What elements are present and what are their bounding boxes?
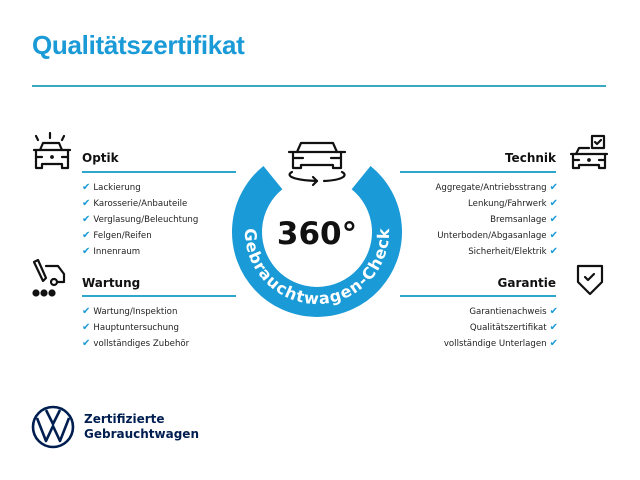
badge-value: 360° (277, 216, 357, 252)
wartung-list: ✔ Wartung/Inspektion ✔ Hauptuntersuchung ✔… (82, 304, 189, 352)
list-item: ✔ vollständiges Zubehör (82, 338, 190, 349)
section-divider (400, 171, 556, 173)
garantie-list: Garantienachweis ✔ Qualitätszertifikat ✔ v… (380, 304, 558, 352)
page-title: Qualitätszertifikat (32, 30, 245, 60)
section-divider (82, 171, 236, 173)
list-item: Qualitätszertifikat ✔ (469, 322, 558, 333)
section-divider (82, 295, 236, 297)
check-icon: ✔ (82, 322, 91, 333)
car-rotate-icon (287, 141, 347, 187)
check-icon: ✔ (82, 338, 91, 349)
list-item: Aggregate/Antriebsstrang ✔ (435, 182, 558, 193)
360-check-badge: 360° Gebrauchtwagen-Check (232, 141, 402, 317)
service-tools-icon (32, 258, 66, 297)
list-item: ✔ Hauptuntersuchung (82, 322, 179, 333)
shield-check-icon (576, 264, 604, 296)
list-item: ✔ Karosserie/Anbauteile (82, 198, 188, 209)
check-icon: ✔ (549, 230, 558, 241)
section-title-optik: Optik (82, 151, 119, 165)
logo-text: Zertifizierte Gebrauchtwagen (84, 412, 199, 441)
list-item: ✔ Verglasung/Beleuchtung (82, 214, 199, 225)
section-title-garantie: Garantie (497, 276, 557, 290)
list-item: ✔ Lackierung (82, 182, 141, 193)
list-item: Sicherheit/Elektrik ✔ (468, 246, 558, 257)
check-icon: ✔ (82, 306, 91, 317)
check-icon: ✔ (82, 230, 91, 241)
list-item: ✔ Wartung/Inspektion (82, 306, 178, 317)
check-icon: ✔ (82, 182, 91, 193)
list-item: ✔ Felgen/Reifen (82, 230, 152, 241)
car-lights-icon (32, 132, 72, 170)
check-icon: ✔ (82, 246, 91, 257)
list-item: Lenkung/Fahrwerk ✔ (468, 198, 558, 209)
check-icon: ✔ (549, 198, 558, 209)
check-icon: ✔ (82, 214, 91, 225)
list-item: Garantienachweis ✔ (469, 306, 558, 317)
check-icon: ✔ (549, 214, 558, 225)
section-title-technik: Technik (504, 151, 556, 165)
optik-list: ✔ Lackierung ✔ Karosserie/Anbauteile ✔ Verg… (82, 180, 198, 260)
section-title-wartung: Wartung (82, 276, 141, 290)
check-icon: ✔ (549, 182, 558, 193)
technik-list: Aggregate/Antriebsstrang ✔ Lenkung/Fahrwe… (380, 180, 558, 260)
title-divider (32, 85, 606, 87)
badge-ring (232, 165, 402, 317)
check-icon: ✔ (549, 246, 558, 257)
vw-logo (31, 405, 75, 449)
check-icon: ✔ (549, 322, 558, 333)
section-divider (400, 295, 556, 297)
check-icon: ✔ (82, 198, 91, 209)
check-icon: ✔ (549, 306, 558, 317)
list-item: Bremsanlage ✔ (490, 214, 558, 225)
list-item: ✔ Innenraum (82, 246, 141, 257)
list-item: Unterboden/Abgasanlage ✔ (437, 230, 558, 241)
car-checkbox-icon (569, 134, 609, 170)
list-item: vollständige Unterlagen ✔ (443, 338, 558, 349)
check-icon: ✔ (549, 338, 558, 349)
